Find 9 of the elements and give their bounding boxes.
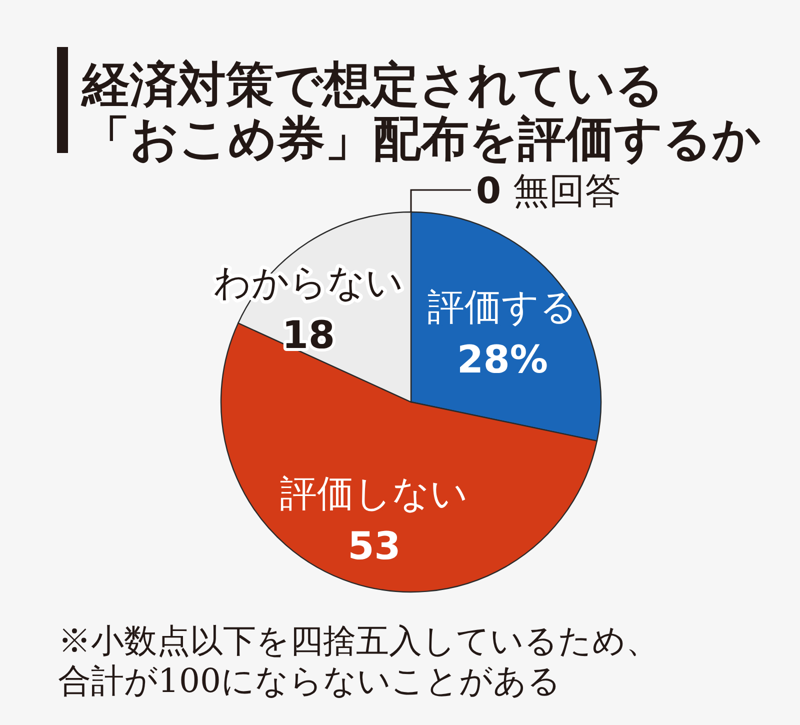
data-label: 28% [456,338,548,382]
slice-label: 評価しない [280,472,468,515]
text: 0 [476,171,502,212]
slice-label: 評価する [427,286,578,329]
data-label: 53 [348,524,401,568]
text: ※小数点以下を四捨五入しているため、合計が100にならないことがある [58,621,659,700]
data-label: 18 [282,312,335,357]
legend-label: 無回答 [513,171,622,212]
chart-title: 経済対策で想定されている「おこめ券」配布を評価するか [80,57,761,167]
